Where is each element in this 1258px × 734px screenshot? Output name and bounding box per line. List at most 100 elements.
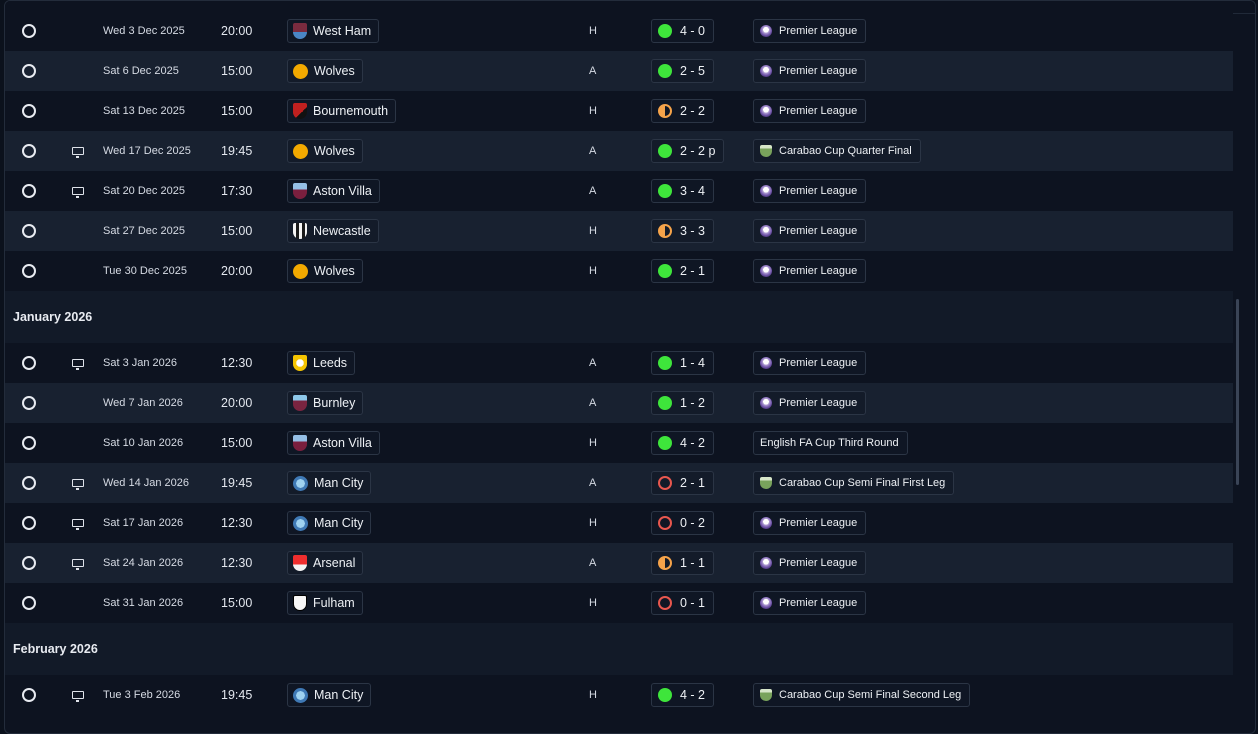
competition-button[interactable]: Carabao Cup Semi Final First Leg [753,471,955,495]
match-score-button[interactable]: 4 - 2 [651,683,715,707]
opponent-button[interactable]: Man City [287,511,372,535]
select-radio[interactable] [22,264,36,278]
match-score-button[interactable]: 2 - 2 p [651,139,725,163]
fixture-date: Wed 14 Jan 2026 [103,477,190,489]
premier-league-icon [760,65,772,77]
match-score-button[interactable]: 2 - 1 [651,259,715,283]
fixture-row[interactable]: Sat 3 Jan 2026 12:30 Leeds A 1 - 4 Premier Le… [5,343,1233,383]
select-radio[interactable] [22,516,36,530]
fixture-row[interactable]: Sat 13 Dec 2025 15:00 Bournemouth H 2 - 2 Pre… [5,91,1233,131]
venue: H [589,105,597,117]
match-score-button[interactable]: 0 - 2 [651,511,715,535]
fixture-row[interactable]: Tue 3 Feb 2026 19:45 Man City H 4 - 2 Carabao… [5,675,1233,715]
competition-button[interactable]: Premier League [753,59,867,83]
match-score-button[interactable]: 3 - 4 [651,179,715,203]
competition-button[interactable]: Premier League [753,591,867,615]
opponent-name: Wolves [314,64,355,78]
select-radio[interactable] [22,436,36,450]
competition-button[interactable]: Premier League [753,511,867,535]
fixture-row[interactable]: Sat 27 Dec 2025 15:00 Newcastle H 3 - 3 Premi… [5,211,1233,251]
opponent-button[interactable]: Arsenal [287,551,364,575]
fixture-time: 19:45 [221,144,253,158]
fixture-row[interactable]: Sat 24 Jan 2026 12:30 Arsenal A 1 - 1 Premier… [5,543,1233,583]
fixture-row[interactable]: Sat 20 Dec 2025 17:30 Aston Villa A 3 - 4 Pre… [5,171,1233,211]
match-score-button[interactable]: 4 - 0 [651,19,715,43]
fixture-date: Sat 13 Dec 2025 [103,105,185,117]
select-radio[interactable] [22,144,36,158]
venue: A [589,65,597,77]
match-score-button[interactable]: 1 - 1 [651,551,715,575]
opponent-button[interactable]: Newcastle [287,219,379,243]
score-text: 0 - 1 [680,596,706,610]
select-radio[interactable] [22,476,36,490]
select-radio[interactable] [22,688,36,702]
tv-cell [53,479,103,490]
match-score-button[interactable]: 0 - 1 [651,591,715,615]
fixture-row[interactable]: Wed 17 Dec 2025 19:45 Wolves A 2 - 2 p Caraba… [5,131,1233,171]
opponent-name: Wolves [314,144,355,158]
premier-league-icon [760,105,772,117]
opponent-button[interactable]: Wolves [287,59,363,83]
fixture-time: 20:00 [221,264,253,278]
competition-button[interactable]: Premier League [753,99,867,123]
fixture-row[interactable]: Wed 7 Jan 2026 20:00 Burnley A 1 - 2 Premier … [5,383,1233,423]
competition-button[interactable]: Premier League [753,179,867,203]
venue: A [589,185,597,197]
competition-button[interactable]: Carabao Cup Semi Final Second Leg [753,683,971,707]
match-score-button[interactable]: 2 - 5 [651,59,715,83]
competition-button[interactable]: Premier League [753,351,867,375]
competition-button[interactable]: Premier League [753,551,867,575]
opponent-button[interactable]: Bournemouth [287,99,397,123]
competition-button[interactable]: English FA Cup Third Round [753,431,908,455]
opponent-cell: Aston Villa [287,179,589,203]
select-radio[interactable] [22,556,36,570]
venue: A [589,145,597,157]
opponent-name: Man City [314,516,364,530]
score-text: 4 - 2 [680,688,706,702]
fixture-row[interactable]: Wed 14 Jan 2026 19:45 Man City A 2 - 1 Caraba… [5,463,1233,503]
select-radio[interactable] [22,396,36,410]
scrollbar-thumb[interactable] [1236,299,1239,485]
result-win-icon [658,356,672,370]
opponent-name: Arsenal [313,556,356,570]
opponent-button[interactable]: Wolves [287,259,363,283]
opponent-button[interactable]: Fulham [287,591,363,615]
fixture-row[interactable]: Sat 6 Dec 2025 15:00 Wolves A 2 - 5 Premier L… [5,51,1233,91]
opponent-button[interactable]: Aston Villa [287,179,380,203]
fixture-row[interactable]: Sat 17 Jan 2026 12:30 Man City H 0 - 2 Premie… [5,503,1233,543]
competition-button[interactable]: Premier League [753,19,867,43]
competition-button[interactable]: Premier League [753,259,867,283]
fixture-row[interactable]: Wed 3 Dec 2025 20:00 West Ham H 4 - 0 Premier… [5,11,1233,51]
tv-cell [53,559,103,570]
select-radio[interactable] [22,224,36,238]
select-radio[interactable] [22,596,36,610]
opponent-button[interactable]: Wolves [287,139,363,163]
match-score-button[interactable]: 4 - 2 [651,431,715,455]
competition-button[interactable]: Premier League [753,391,867,415]
opponent-button[interactable]: Man City [287,683,372,707]
fixture-row[interactable]: Tue 30 Dec 2025 20:00 Wolves H 2 - 1 Premier … [5,251,1233,291]
opponent-button[interactable]: West Ham [287,19,380,43]
match-score-button[interactable]: 1 - 4 [651,351,715,375]
opponent-name: West Ham [313,24,372,38]
select-radio[interactable] [22,356,36,370]
fixture-row[interactable]: Sat 10 Jan 2026 15:00 Aston Villa H 4 - 2 Eng… [5,423,1233,463]
select-radio[interactable] [22,184,36,198]
opponent-cell: Man City [287,471,589,495]
select-radio[interactable] [22,64,36,78]
competition-button[interactable]: Carabao Cup Quarter Final [753,139,921,163]
match-score-button[interactable]: 2 - 1 [651,471,715,495]
result-win-icon [658,64,672,78]
match-score-button[interactable]: 1 - 2 [651,391,715,415]
select-radio[interactable] [22,24,36,38]
opponent-button[interactable]: Leeds [287,351,356,375]
competition-button[interactable]: Premier League [753,219,867,243]
score-cell: 3 - 4 [651,179,753,203]
opponent-button[interactable]: Burnley [287,391,364,415]
opponent-button[interactable]: Man City [287,471,372,495]
fixture-row[interactable]: Sat 31 Jan 2026 15:00 Fulham H 0 - 1 Premier … [5,583,1233,623]
opponent-button[interactable]: Aston Villa [287,431,380,455]
match-score-button[interactable]: 2 - 2 [651,99,715,123]
match-score-button[interactable]: 3 - 3 [651,219,715,243]
select-radio[interactable] [22,104,36,118]
